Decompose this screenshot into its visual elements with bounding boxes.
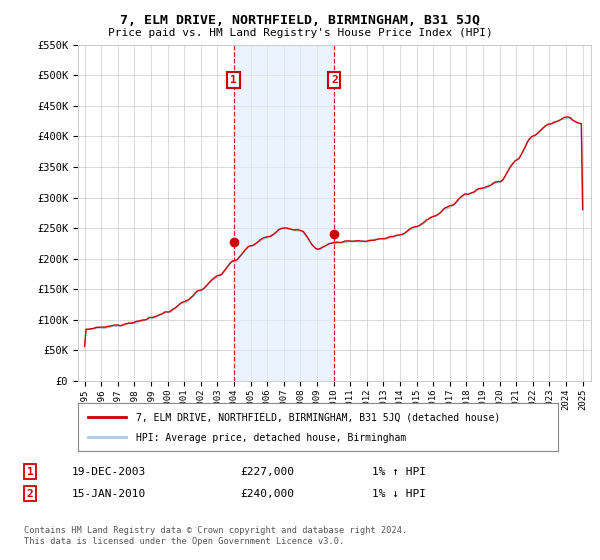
- Text: 1: 1: [26, 466, 34, 477]
- Text: 1% ↑ HPI: 1% ↑ HPI: [372, 466, 426, 477]
- Text: £240,000: £240,000: [240, 489, 294, 499]
- Text: 7, ELM DRIVE, NORTHFIELD, BIRMINGHAM, B31 5JQ: 7, ELM DRIVE, NORTHFIELD, BIRMINGHAM, B3…: [120, 14, 480, 27]
- Bar: [233, 45, 334, 381]
- Text: 7, ELM DRIVE, NORTHFIELD, BIRMINGHAM, B31 5JQ (detached house): 7, ELM DRIVE, NORTHFIELD, BIRMINGHAM, B3…: [136, 413, 500, 422]
- Text: 15-JAN-2010: 15-JAN-2010: [72, 489, 146, 499]
- Text: Price paid vs. HM Land Registry's House Price Index (HPI): Price paid vs. HM Land Registry's House …: [107, 28, 493, 38]
- Text: 2: 2: [331, 75, 338, 85]
- Text: 1: 1: [230, 75, 237, 85]
- Text: Contains HM Land Registry data © Crown copyright and database right 2024.
This d: Contains HM Land Registry data © Crown c…: [24, 526, 407, 546]
- Text: 2: 2: [26, 489, 34, 499]
- Text: 1% ↓ HPI: 1% ↓ HPI: [372, 489, 426, 499]
- Text: HPI: Average price, detached house, Birmingham: HPI: Average price, detached house, Birm…: [136, 433, 406, 444]
- Text: 19-DEC-2003: 19-DEC-2003: [72, 466, 146, 477]
- Text: £227,000: £227,000: [240, 466, 294, 477]
